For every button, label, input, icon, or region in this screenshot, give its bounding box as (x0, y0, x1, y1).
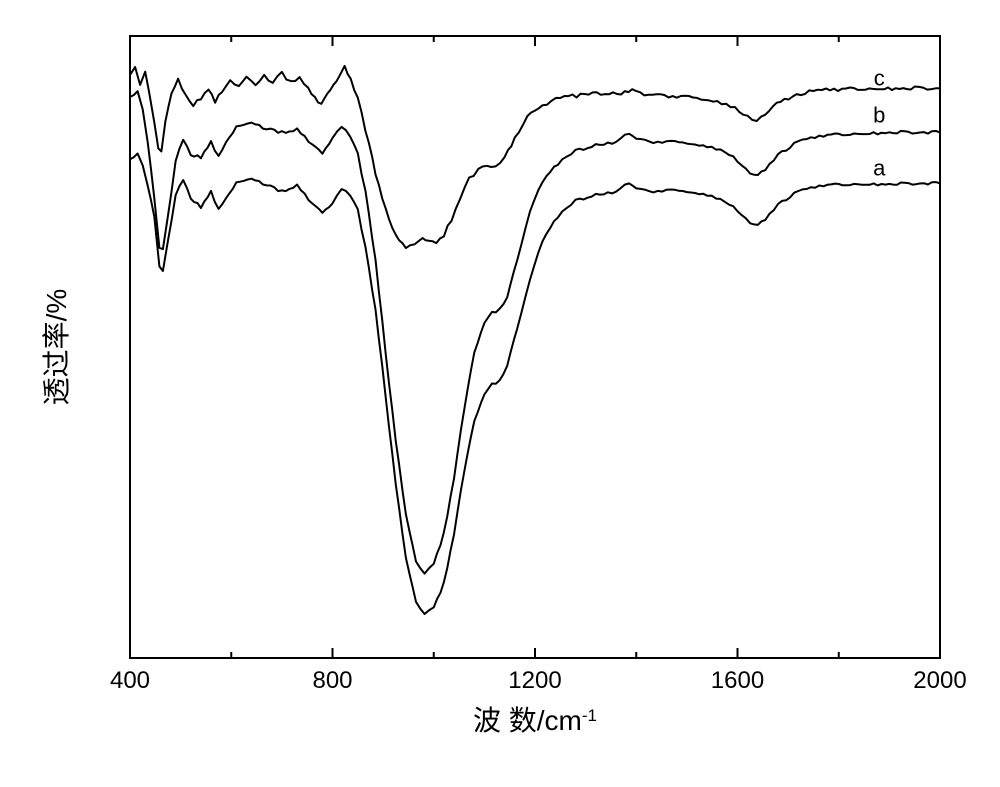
ir-spectra-chart: a bc 400 800 1200 1600 2000 波 数/cm-1 透过率/% (0, 0, 1000, 787)
x-tick-label: 1600 (711, 667, 764, 694)
y-axis-label: 透过率/% (41, 289, 72, 406)
x-tick-label: 800 (312, 667, 352, 694)
plot-frame (130, 36, 940, 658)
spectrum-a (130, 154, 940, 615)
x-axis-label: 波 数/cm-1 (473, 705, 597, 736)
x-tick-label: 2000 (913, 667, 966, 694)
spectrum-b (130, 91, 940, 573)
spectrum-c (130, 66, 940, 248)
x-tick-label: 400 (110, 667, 150, 694)
x-tick-label: 1200 (508, 667, 561, 694)
series-label-a: a (873, 156, 886, 181)
series-label-b: b (873, 103, 885, 128)
series-label-c: c (874, 65, 885, 90)
